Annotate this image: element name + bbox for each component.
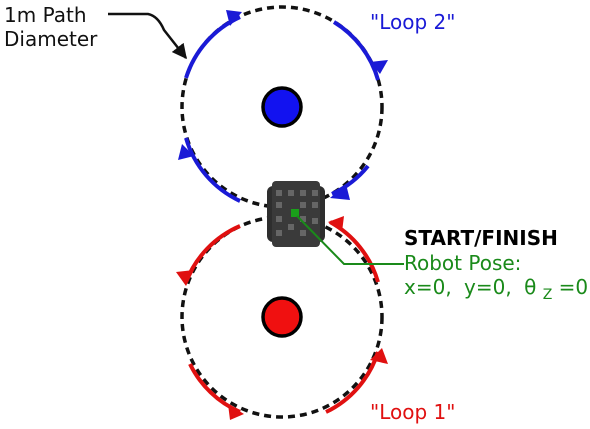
- loop1-arc-top-left: [184, 224, 241, 283]
- loop2-arc-top-right: [332, 20, 380, 81]
- start-finish-label: START/FINISH: [404, 226, 558, 250]
- robot-pose-values: x=0, y=0, θ Z =0: [404, 275, 588, 304]
- loop2-arc-top-left: [184, 15, 241, 79]
- loop2-label: "Loop 2": [370, 10, 455, 34]
- arrowhead-icon: [370, 348, 388, 364]
- pose-theta-subscript: Z: [543, 287, 553, 303]
- robot-pose-marker: [291, 209, 299, 217]
- arrowhead-icon: [328, 216, 344, 232]
- loop2-arc-bottom-left: [184, 137, 241, 203]
- loop1-arrowheads: [176, 216, 388, 420]
- path-label-line2: Diameter: [4, 27, 98, 51]
- arrowhead-icon: [228, 404, 244, 420]
- loop1-center-marker: [261, 296, 303, 338]
- arrowhead-icon: [226, 10, 242, 26]
- pose-leader-line: [296, 215, 404, 265]
- arrowhead-icon: [370, 60, 388, 74]
- pose-x: x=0,: [404, 275, 452, 299]
- arrowhead-icon: [176, 270, 194, 286]
- pose-theta: θ: [524, 275, 536, 299]
- loop2-center-marker: [261, 86, 303, 128]
- pose-theta-value: =0: [559, 275, 588, 299]
- path-label-line1: 1m Path: [4, 3, 87, 27]
- arrowhead-icon: [330, 184, 350, 200]
- loop2-arc-bottom-right: [331, 164, 370, 196]
- path-diameter-leader: [108, 12, 187, 60]
- arrowhead-icon: [178, 144, 194, 160]
- robot-icon: [267, 181, 325, 247]
- robot-pose-heading: Robot Pose:: [404, 251, 521, 275]
- loop1-label: "Loop 1": [370, 400, 455, 424]
- loop2-arrowheads: [178, 10, 388, 200]
- pose-y: y=0,: [464, 275, 512, 299]
